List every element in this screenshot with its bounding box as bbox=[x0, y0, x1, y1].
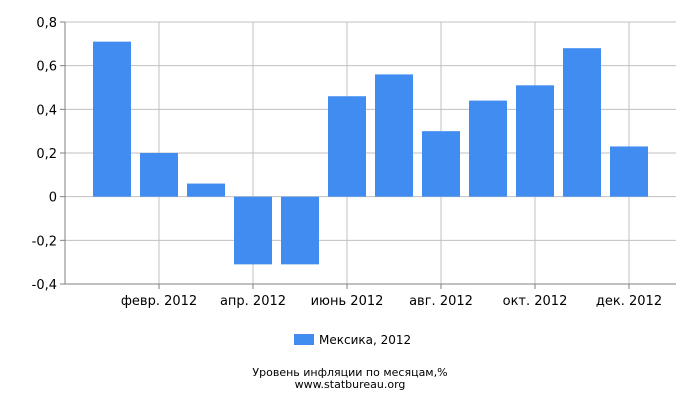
bar bbox=[234, 196, 272, 265]
bar bbox=[187, 183, 225, 197]
bar bbox=[140, 153, 178, 197]
y-tick-label: 0,8 bbox=[36, 16, 57, 31]
legend-swatch bbox=[294, 334, 314, 345]
bar bbox=[375, 74, 413, 197]
x-tick-label: окт. 2012 bbox=[503, 294, 568, 309]
axes bbox=[60, 21, 676, 289]
bar bbox=[516, 85, 554, 197]
bar bbox=[93, 41, 131, 197]
footer-title: Уровень инфляции по месяцам,% bbox=[252, 366, 447, 379]
y-tick-label: -0,4 bbox=[32, 278, 57, 293]
x-tick-label: февр. 2012 bbox=[121, 294, 197, 309]
bar bbox=[328, 96, 366, 197]
bar bbox=[469, 100, 507, 197]
y-tick-label: 0,6 bbox=[36, 60, 57, 75]
y-tick-label: 0 bbox=[49, 191, 57, 206]
x-tick-label: авг. 2012 bbox=[409, 294, 473, 309]
bars bbox=[93, 41, 648, 265]
x-tick-label: июнь 2012 bbox=[311, 294, 384, 309]
footer-source: www.statbureau.org bbox=[295, 378, 406, 391]
x-tick-label: дек. 2012 bbox=[596, 294, 662, 309]
y-tick-label: 0,2 bbox=[36, 147, 57, 162]
y-tick-label: 0,4 bbox=[36, 103, 57, 118]
bar bbox=[610, 146, 648, 197]
y-tick-label: -0,2 bbox=[32, 234, 57, 249]
x-tick-labels: февр. 2012 апр. 2012 июнь 2012 авг. 2012 окт… bbox=[121, 294, 662, 309]
y-tick-labels: 0,8 0,6 0,4 0,2 0 -0,2 -0,4 bbox=[32, 16, 57, 293]
bar bbox=[563, 48, 601, 197]
x-tick-label: апр. 2012 bbox=[220, 294, 286, 309]
bar bbox=[422, 131, 460, 197]
legend-label: Мексика, 2012 bbox=[319, 333, 411, 347]
legend: Мексика, 2012 bbox=[294, 333, 411, 347]
bar bbox=[281, 196, 319, 265]
